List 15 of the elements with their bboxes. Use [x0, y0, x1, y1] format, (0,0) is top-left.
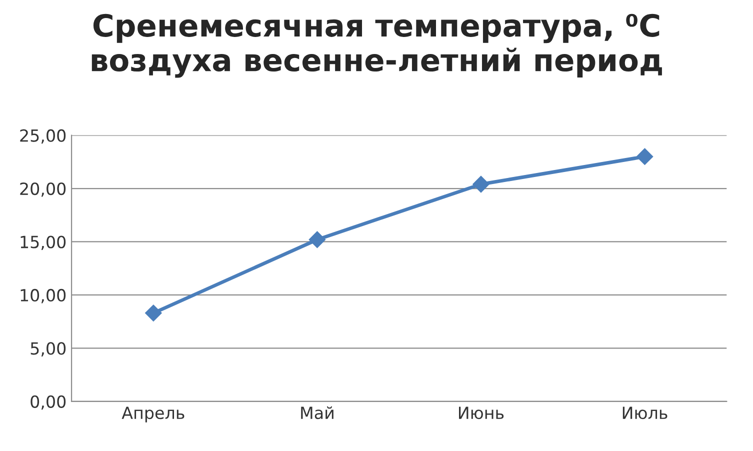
x-tick-label: Июль — [622, 406, 668, 420]
y-tick-label: 0,00 — [30, 395, 66, 410]
y-tick-label: 5,00 — [30, 342, 66, 356]
y-tick-label: 10,00 — [20, 288, 66, 304]
x-tick-label: Июнь — [459, 406, 504, 420]
point — [145, 304, 162, 322]
x-tick-label: Май — [301, 406, 334, 420]
point — [308, 231, 326, 248]
chart-title: Сренемесячная температура, ⁰C воздуха весенне-летний период — [92, 14, 662, 78]
point — [472, 176, 490, 193]
point — [636, 148, 654, 165]
x-tick-label: Апрель — [122, 406, 184, 422]
y-tick-label: 25,00 — [20, 129, 66, 144]
y-tick-label: 20,00 — [20, 182, 66, 197]
y-tick-label: 15,00 — [20, 236, 66, 250]
